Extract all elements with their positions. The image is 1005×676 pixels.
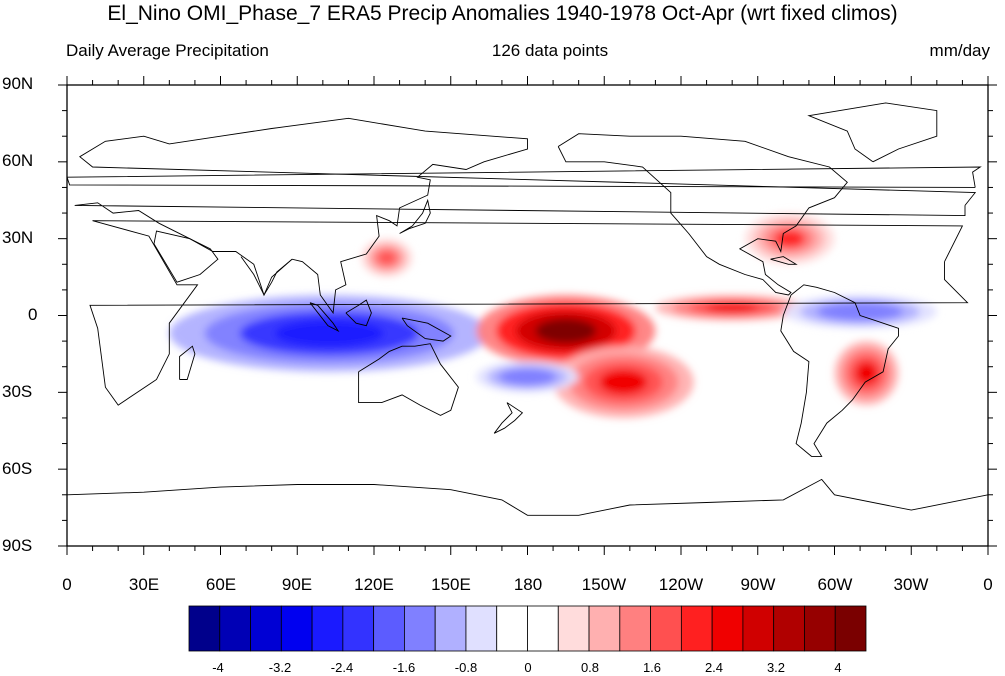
coastlines <box>67 102 988 516</box>
x-tick-label: 60E <box>205 575 237 594</box>
x-tick-label: 180 <box>513 575 543 594</box>
plot-title: El_Nino OMI_Phase_7 ERA5 Precip Anomalie… <box>107 2 898 25</box>
colorbar-box <box>280 605 313 652</box>
colorbar-box <box>650 605 682 652</box>
colorbar-label: 1.6 <box>642 660 662 675</box>
colorbar-box <box>557 605 590 652</box>
colorbar-box <box>188 605 221 652</box>
anomaly-region <box>274 320 384 347</box>
x-tick-label: 60W <box>817 575 853 594</box>
anomaly-region <box>774 229 805 248</box>
x-tick-label: 0 <box>983 575 993 594</box>
coastline <box>780 284 899 457</box>
anomaly-region <box>378 251 396 265</box>
x-tick-label: 0 <box>62 575 72 594</box>
coastline <box>358 343 459 416</box>
subtitle-units: mm/day <box>929 41 990 60</box>
coastline <box>557 133 848 296</box>
coastline <box>67 166 982 188</box>
coastline <box>807 102 938 163</box>
colorbar-box <box>250 605 282 652</box>
x-tick-label: 150E <box>431 575 471 594</box>
y-tick-label: 0 <box>28 305 38 324</box>
colorbar-box <box>527 605 559 652</box>
colorbar-box <box>342 605 375 652</box>
colorbar-label: -1.6 <box>392 660 416 675</box>
colorbar-label: 3.2 <box>766 660 786 675</box>
x-tick-label: 90E <box>281 575 313 594</box>
x-tick-label: 120W <box>658 575 704 594</box>
y-tick-label: 90N <box>2 74 34 93</box>
map-frame <box>58 76 997 555</box>
colorbar-box <box>711 605 744 652</box>
subtitle-left: Daily Average Precipitation <box>66 41 269 60</box>
colorbar-box <box>588 605 621 652</box>
anomaly-region <box>833 305 887 318</box>
colorbar-label: 4 <box>834 660 842 675</box>
colorbar-label: -0.8 <box>454 660 478 675</box>
x-tick-label: 30E <box>128 575 160 594</box>
coastline <box>89 220 969 406</box>
colorbar-box <box>404 605 436 652</box>
y-tick-label: 60N <box>2 151 34 170</box>
anomaly-region <box>510 371 545 383</box>
coastline <box>401 317 452 342</box>
colorbar-label: 0.8 <box>580 660 600 675</box>
y-tick-label: 90S <box>2 536 33 555</box>
colorbar-box <box>373 605 405 652</box>
coastline <box>153 230 219 283</box>
coastline <box>345 299 372 327</box>
coastline <box>74 117 977 315</box>
coastline <box>493 402 524 434</box>
x-tick-label: 120E <box>354 575 394 594</box>
colorbar-box <box>465 605 498 652</box>
colorbar-label: -4 <box>212 660 224 675</box>
coastline <box>67 478 988 516</box>
coastline <box>179 345 196 380</box>
coastline <box>770 256 798 265</box>
colorbar-box <box>680 605 713 652</box>
colorbar-box <box>834 605 867 652</box>
anomaly-region <box>535 318 597 344</box>
coastline <box>399 198 431 234</box>
colorbar-label: 0 <box>524 660 532 675</box>
colorbar-box <box>496 605 528 652</box>
colorbar-box <box>219 605 251 652</box>
colorbar-label: -2.4 <box>330 660 354 675</box>
anomaly-region <box>599 369 648 395</box>
colorbar <box>188 605 867 652</box>
colorbar-box <box>773 605 805 652</box>
coastline <box>309 302 340 333</box>
coastline <box>240 256 293 296</box>
precip-anomaly-field <box>169 213 937 418</box>
anomaly-region <box>706 303 759 313</box>
colorbar-box <box>742 605 775 652</box>
colorbar-box <box>434 605 467 652</box>
colorbar-box <box>804 605 836 652</box>
y-tick-label: 30S <box>2 382 33 401</box>
x-tick-label: 90W <box>740 575 776 594</box>
colorbar-box <box>311 605 344 652</box>
colorbar-box <box>619 605 651 652</box>
x-tick-label: 150W <box>581 575 627 594</box>
colorbar-label: -3.2 <box>268 660 292 675</box>
colorbar-label: 2.4 <box>704 660 724 675</box>
x-tick-label: 30W <box>893 575 929 594</box>
y-tick-label: 30N <box>2 228 34 247</box>
y-tick-label: 60S <box>2 459 33 478</box>
subtitle-center: 126 data points <box>491 41 609 60</box>
anomaly-region <box>855 362 878 385</box>
